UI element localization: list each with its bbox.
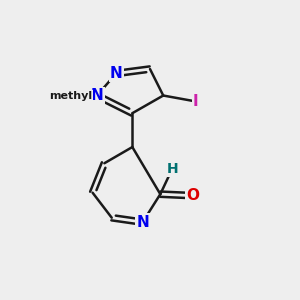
Text: I: I <box>193 94 199 109</box>
Text: N: N <box>110 66 122 81</box>
Text: N: N <box>136 214 149 230</box>
Text: methyl: methyl <box>49 91 92 100</box>
Text: N: N <box>91 88 103 103</box>
Text: O: O <box>186 188 199 203</box>
Text: H: H <box>166 162 178 176</box>
